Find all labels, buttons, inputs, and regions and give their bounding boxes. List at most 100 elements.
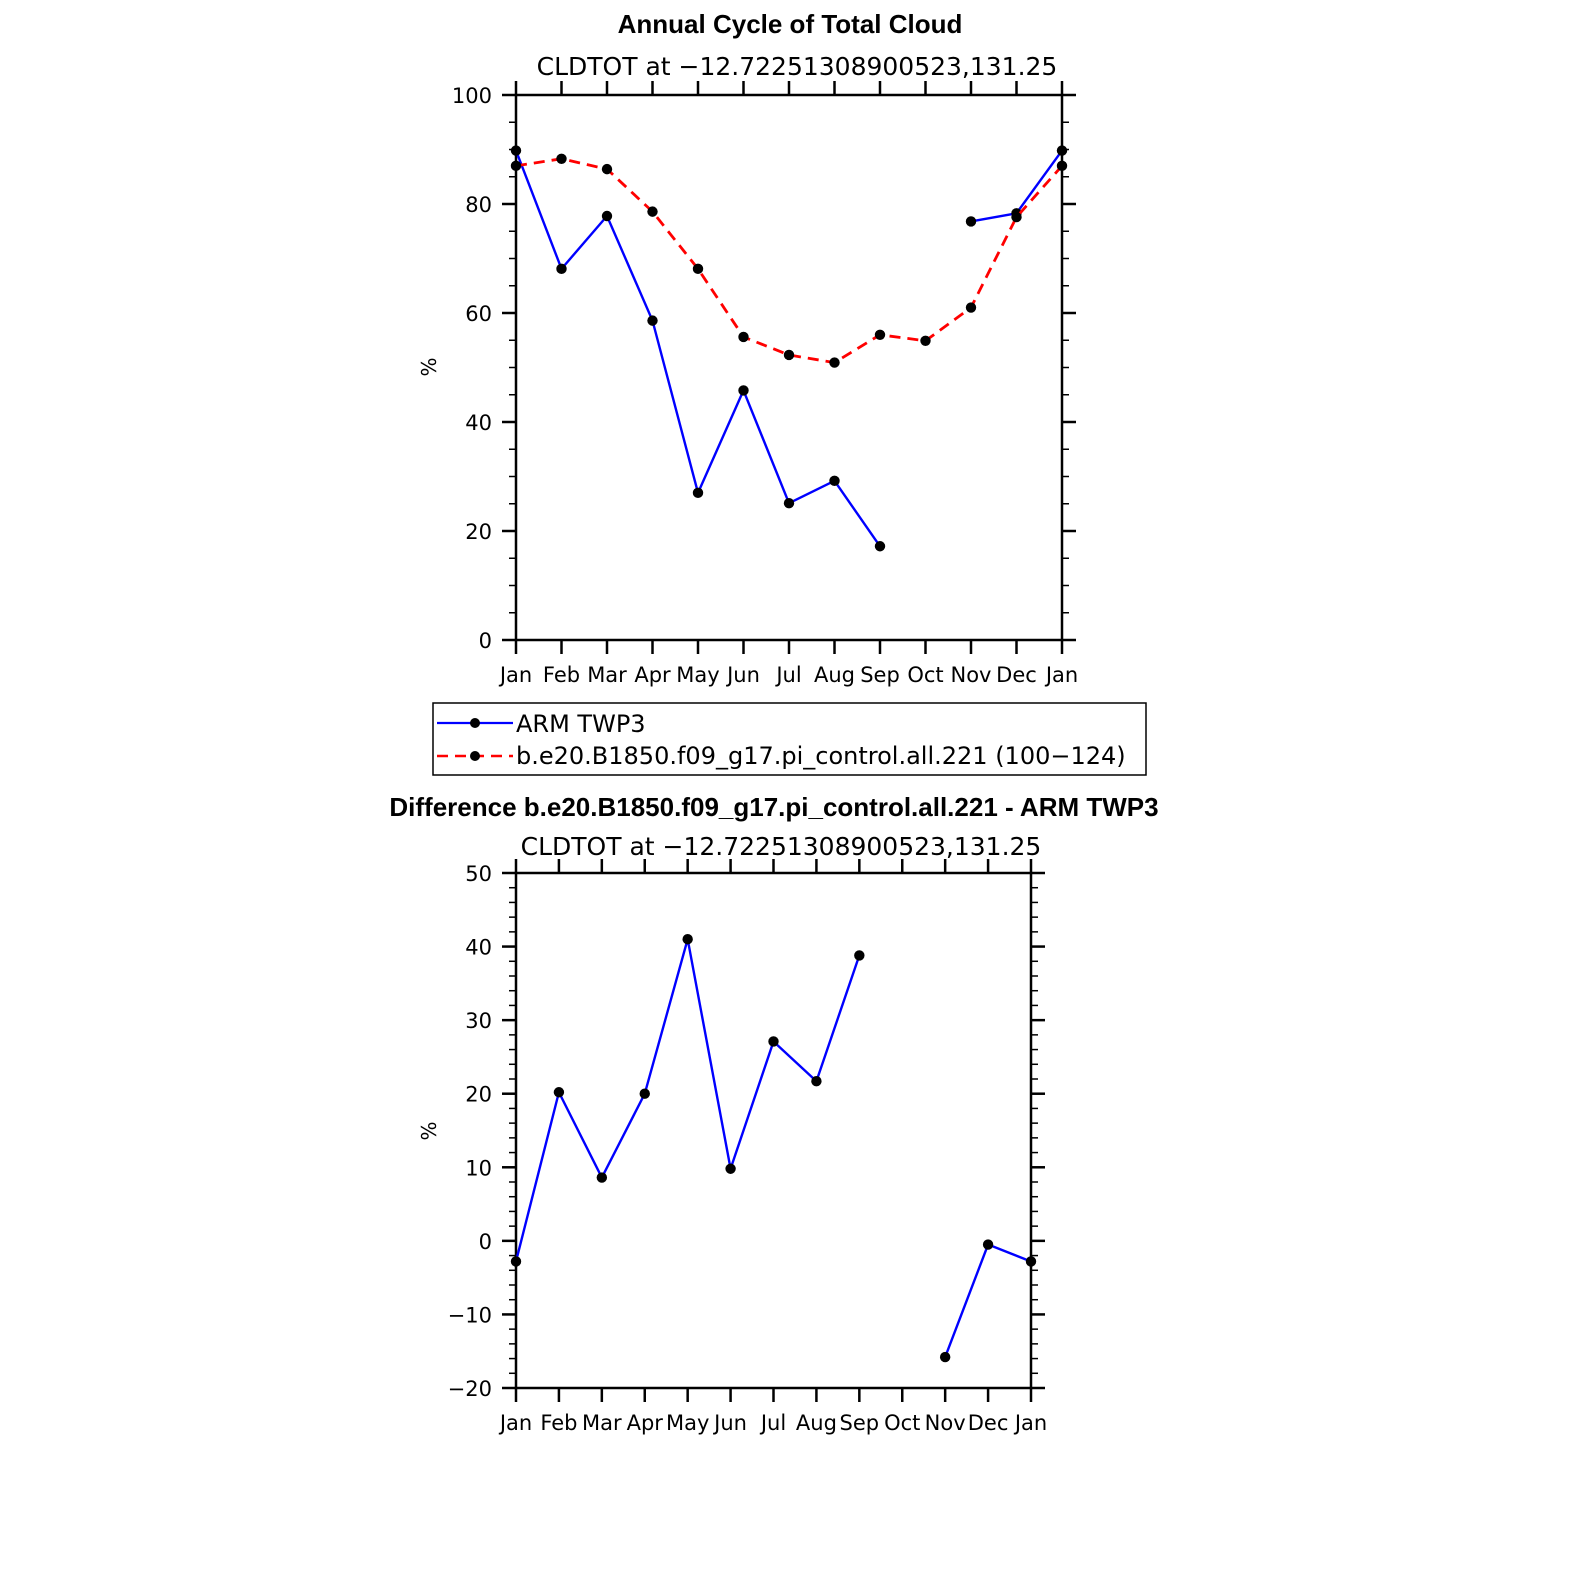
panel2-subtitle: CLDTOT at −12.72251308900523,131.25	[521, 832, 1042, 861]
panel1-series-1-point	[510, 160, 522, 172]
panel2-plot-area	[510, 934, 1037, 1363]
panel1-xtick-label: Feb	[543, 663, 580, 687]
panel2-xtick-label: Aug	[796, 1411, 837, 1435]
legend-marker-model	[470, 751, 480, 761]
panel1-xtick-label: Jun	[725, 663, 760, 687]
panel1-series-1-point	[1011, 211, 1022, 223]
panel2-xtick-label: Sep	[840, 1411, 880, 1435]
panel1-series-0-point	[1056, 145, 1068, 156]
panel1-title: Annual Cycle of Total Cloud	[618, 9, 963, 39]
panel2-series-0-point	[510, 1256, 522, 1267]
panel1-series-1-line	[515, 157, 1064, 364]
panel2-series-0-point	[939, 1351, 951, 1363]
panel2-title: Difference b.e20.B1850.f09_g17.pi_contro…	[389, 792, 1158, 822]
legend-label-arm: ARM TWP3	[516, 710, 646, 738]
panel2-ylabel: %	[417, 1121, 441, 1140]
panel1-series-1-point	[1056, 160, 1068, 172]
panel2-xtick-label: Oct	[884, 1411, 920, 1435]
panel2-frame	[514, 871, 1033, 1390]
panel2-series-0-point	[682, 934, 693, 945]
panel1-series-1-point	[738, 331, 749, 343]
panel1-series-0-point	[556, 263, 567, 275]
panel1-series-0-point	[965, 216, 977, 227]
panel1-ytick-label: 0	[479, 629, 492, 653]
panel1-xtick-label: Aug	[814, 663, 855, 687]
panel2-xtick-label: Jan	[498, 1411, 532, 1435]
panel2-xtick-label: Jan	[1013, 1411, 1047, 1435]
panel1-subtitle: CLDTOT at −12.72251308900523,131.25	[537, 52, 1058, 81]
panel1-series-0-point	[738, 385, 749, 396]
panel2-xtick-label: Apr	[627, 1411, 664, 1435]
panel2-xtick-label: May	[666, 1411, 709, 1435]
panel2-series-0-point	[1025, 1256, 1037, 1267]
panel2-series-0-line	[514, 938, 861, 1262]
panel1-xtick-label: Oct	[907, 663, 943, 687]
panel1-ytick-label: 100	[452, 84, 492, 108]
panel1-xtick-label: Sep	[860, 663, 900, 687]
panel2-series-0-line	[944, 1243, 1032, 1358]
panel1-series-1-point	[965, 302, 977, 313]
panel2-axes: Jan Feb Mar Apr May Jun Jul Aug Sep Oct Nov Dec Jan−…	[448, 859, 1047, 1435]
panel1-frame	[514, 93, 1064, 642]
panel-difference: Difference b.e20.B1850.f09_g17.pi_contro…	[389, 792, 1158, 1435]
panel1-series-1-point	[647, 206, 658, 217]
panel1-series-1-point	[829, 357, 840, 368]
panel2-ytick-label: 40	[465, 936, 492, 960]
panel1-ytick-label: 20	[465, 520, 492, 544]
panel1-series-0-point	[874, 541, 886, 552]
panel2-ytick-label: 30	[465, 1009, 492, 1033]
panel1-series-1-point	[692, 263, 704, 275]
panel1-series-0-point	[647, 315, 658, 326]
panel1-series-0-point	[829, 475, 840, 487]
panel1-series-1-point	[874, 329, 886, 340]
panel2-ytick-label: 20	[465, 1083, 492, 1107]
legend: ARM TWP3 b.e20.B1850.f09_g17.pi_control.…	[432, 702, 1147, 776]
panel2-xtick-label: Nov	[925, 1411, 966, 1435]
panel1-xtick-label: May	[676, 663, 719, 687]
panel2-xtick-label: Jun	[712, 1411, 747, 1435]
panel2-xtick-label: Dec	[968, 1411, 1009, 1435]
legend-marker-arm	[470, 718, 480, 728]
panel1-ytick-label: 60	[465, 302, 492, 326]
panel2-xtick-label: Mar	[582, 1411, 622, 1435]
panel2-ytick-label: 50	[465, 862, 492, 886]
panel2-xtick-label: Jul	[759, 1411, 786, 1435]
panel2-ytick-label: 10	[465, 1156, 492, 1180]
panel1-xtick-label: Apr	[634, 663, 671, 687]
panel2-series-0-point	[811, 1076, 822, 1087]
panel1-series-0-line	[514, 150, 881, 547]
legend-box	[432, 702, 1147, 776]
panel1-ytick-label: 40	[465, 411, 492, 435]
panel2-ytick-label: −10	[448, 1303, 492, 1327]
panel2-ytick-label: 0	[479, 1230, 492, 1254]
panel2-series-0-point	[768, 1036, 779, 1047]
panel2-series-0-point	[553, 1087, 565, 1098]
panel1-xtick-label: Jan	[498, 663, 532, 687]
panel2-series-0-point	[982, 1239, 994, 1250]
panel1-ytick-label: 80	[465, 193, 492, 217]
panel1-series-1-point	[783, 349, 795, 361]
panel2-series-0-point	[639, 1088, 650, 1099]
panel1-series-1-point	[920, 335, 931, 346]
panel1-xtick-label: Dec	[996, 663, 1037, 687]
panel1-xtick-label: Mar	[587, 663, 627, 687]
panel1-xtick-label: Nov	[951, 663, 992, 687]
panel1-plot-area	[510, 145, 1068, 552]
panel1-xtick-label: Jan	[1044, 663, 1078, 687]
panel2-series-0-point	[725, 1163, 736, 1174]
panel1-ylabel: %	[417, 357, 441, 376]
panel2-xtick-label: Feb	[540, 1411, 577, 1435]
panel2-ytick-label: −20	[448, 1377, 492, 1401]
panel2-series-0-point	[596, 1172, 608, 1183]
panel1-series-0-point	[783, 498, 795, 509]
panel1-series-0-point	[601, 210, 613, 222]
panel1-series-1-point	[556, 153, 567, 164]
panel1-xtick-label: Jul	[774, 663, 801, 687]
panel1-axes: Jan Feb Mar Apr May Jun Jul Aug Sep Oct Nov Dec Jan0…	[452, 81, 1078, 687]
panel1-series-0-point	[692, 487, 704, 499]
legend-label-model: b.e20.B1850.f09_g17.pi_control.all.221 (…	[516, 742, 1126, 770]
panel-annual-cycle: Annual Cycle of Total Cloud CLDTOT at −1…	[417, 9, 1078, 687]
panel1-series-0-point	[510, 145, 522, 156]
panel2-series-0-point	[854, 950, 865, 961]
